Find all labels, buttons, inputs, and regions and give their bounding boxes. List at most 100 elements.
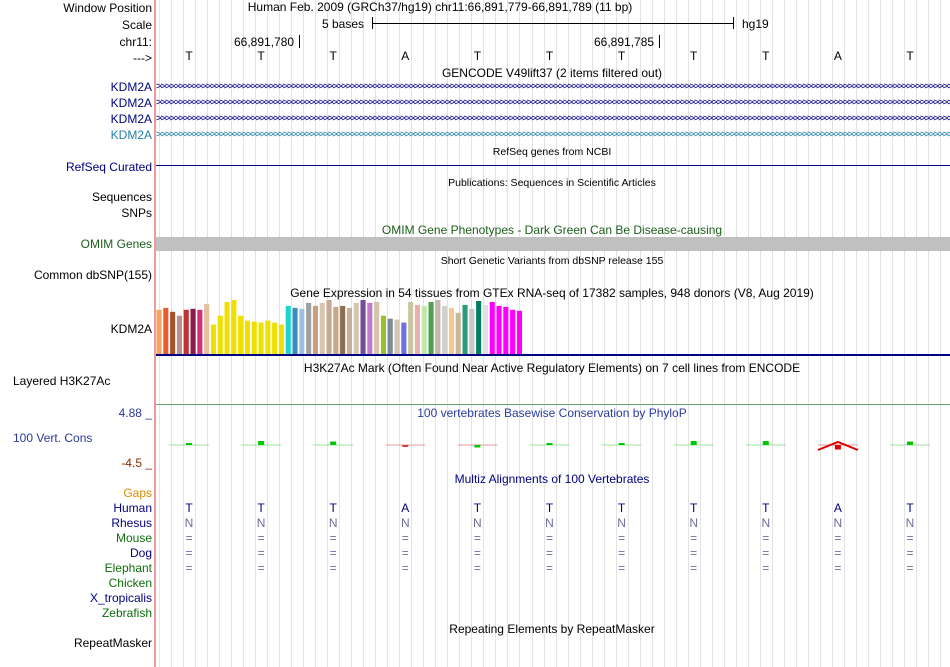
label-zebrafish[interactable]: Zebrafish [101,606,152,620]
gtex-tissue-bar[interactable] [428,302,434,354]
gtex-tissue-bar[interactable] [455,312,461,354]
gtex-tissue-bar[interactable] [510,309,516,354]
gtex-tissue-bar[interactable] [503,306,509,354]
gtex-expression-chart[interactable] [156,300,950,356]
gtex-tissue-bar[interactable] [374,302,380,354]
gtex-tissue-bar[interactable] [197,309,203,354]
gtex-tissue-bar[interactable] [156,309,162,354]
gtex-tissue-bar[interactable] [462,304,468,354]
phylop-score-mark[interactable] [907,441,913,446]
gtex-tissue-bar[interactable] [265,320,271,354]
label-snps[interactable]: SNPs [121,206,152,220]
gtex-tissue-bar[interactable] [176,315,182,354]
gtex-tissue-bar[interactable] [285,305,291,354]
elephant-base: = [762,561,770,575]
gtex-tissue-bar[interactable] [401,322,407,354]
gtex-tissue-bar[interactable] [292,307,298,354]
gtex-tissue-bar[interactable] [340,305,346,354]
gtex-tissue-bar[interactable] [421,305,427,354]
gtex-tissue-bar[interactable] [353,302,359,354]
gtex-tissue-bar[interactable] [516,310,522,354]
gtex-tissue-bar[interactable] [380,315,386,354]
phylop-score-mark[interactable] [546,443,553,445]
label-chicken[interactable]: Chicken [108,576,152,590]
gtex-tissue-bar[interactable] [414,304,420,354]
phylop-score-mark[interactable] [762,441,769,445]
label-omim-genes[interactable]: OMIM Genes [80,237,152,251]
gtex-tissue-bar[interactable] [360,300,366,354]
gtex-tissue-bar[interactable] [435,300,441,354]
gtex-tissue-bar[interactable] [299,308,305,354]
gtex-tissue-bar[interactable] [319,302,325,354]
gtex-tissue-bar[interactable] [163,307,169,354]
gtex-tissue-bar[interactable] [204,303,210,354]
label-gencode-kdm2a-2[interactable]: KDM2A [110,96,152,110]
gtex-tissue-bar[interactable] [183,309,189,354]
label-gaps[interactable]: Gaps [123,486,152,500]
gtex-tissue-bar[interactable] [224,302,230,354]
label-100-vert-cons[interactable]: 100 Vert. Cons [13,431,93,445]
gencode-transcript-3[interactable]: >>>>>>>>>>>>>>>>>>>>>>>>>>>>>>>>>>>>>>>>… [156,113,950,124]
gtex-tissue-bar[interactable] [469,308,475,354]
phylop-score-mark[interactable] [618,443,625,445]
gtex-tissue-bar[interactable] [496,305,502,354]
gtex-tissue-bar[interactable] [217,315,223,354]
gtex-tissue-bar[interactable] [238,315,244,354]
gtex-tissue-bar[interactable] [210,324,216,355]
gtex-tissue-bar[interactable] [244,320,250,354]
refseq-gene-line[interactable] [156,165,950,166]
label-chrom: chr11: [119,35,152,49]
gtex-tissue-bar[interactable] [367,302,373,354]
gtex-tissue-bar[interactable] [258,322,264,354]
gtex-tissue-bar[interactable] [170,311,176,354]
gtex-tissue-bar[interactable] [326,300,332,354]
browser-track-area[interactable]: Human Feb. 2009 (GRCh37/hg19) chr11:66,8… [156,0,950,667]
label-dog[interactable]: Dog [129,546,152,560]
label-refseq-curated[interactable]: RefSeq Curated [65,160,152,174]
gtex-tissue-bar[interactable] [272,322,278,354]
label-separator [154,0,156,667]
phylop-score-mark[interactable] [330,441,337,446]
label-x-tropicalis[interactable]: X_tropicalis [89,591,152,605]
phylop-score-mark[interactable] [834,445,841,450]
gtex-tissue-bar[interactable] [306,302,312,354]
phylop-score-mark[interactable] [690,441,697,445]
gtex-tissue-bar[interactable] [448,307,454,354]
label-gencode-kdm2a-4[interactable]: KDM2A [110,128,152,142]
gtex-tissue-bar[interactable] [231,300,237,354]
gtex-tissue-bar[interactable] [394,319,400,354]
gtex-tissue-bar[interactable] [387,318,393,354]
scale-text: 5 bases [322,17,365,31]
phylop-score-mark[interactable] [474,445,481,448]
gencode-transcript-2[interactable]: >>>>>>>>>>>>>>>>>>>>>>>>>>>>>>>>>>>>>>>>… [156,97,950,108]
gtex-tissue-bar[interactable] [346,307,352,354]
phylop-conservation-plot[interactable] [156,420,950,470]
label-layered-h3k27ac[interactable]: Layered H3K27Ac [13,374,111,388]
gtex-tissue-bar[interactable] [278,324,284,355]
label-gencode-kdm2a-1[interactable]: KDM2A [110,80,152,94]
label-common-dbsnp[interactable]: Common dbSNP(155) [33,268,152,282]
gencode-transcript-1[interactable]: >>>>>>>>>>>>>>>>>>>>>>>>>>>>>>>>>>>>>>>>… [156,81,950,92]
omim-gene-bar[interactable] [156,237,950,251]
gtex-tissue-bar[interactable] [408,302,414,354]
phylop-score-mark[interactable] [402,445,409,447]
label-rhesus[interactable]: Rhesus [111,516,152,530]
label-mouse[interactable]: Mouse [115,531,152,545]
phylop-score-mark[interactable] [258,441,265,445]
gtex-tissue-bar[interactable] [312,305,318,354]
gtex-tissue-bar[interactable] [333,306,339,354]
gtex-tissue-bar[interactable] [489,302,495,354]
gtex-tissue-bar[interactable] [482,304,488,354]
gtex-tissue-bar[interactable] [442,305,448,354]
label-gtex-kdm2a[interactable]: KDM2A [110,322,152,336]
label-gencode-kdm2a-3[interactable]: KDM2A [110,112,152,126]
gtex-tissue-bar[interactable] [476,301,482,354]
gencode-transcript-4[interactable]: >>>>>>>>>>>>>>>>>>>>>>>>>>>>>>>>>>>>>>>>… [156,129,950,140]
label-sequences[interactable]: Sequences [91,190,152,204]
gtex-tissue-bar[interactable] [190,308,196,354]
gtex-tissue-bar[interactable] [251,321,257,354]
label-repeatmasker[interactable]: RepeatMasker [73,636,152,650]
phylop-score-mark[interactable] [186,443,192,445]
label-human[interactable]: Human [113,501,152,515]
label-elephant[interactable]: Elephant [104,561,152,575]
